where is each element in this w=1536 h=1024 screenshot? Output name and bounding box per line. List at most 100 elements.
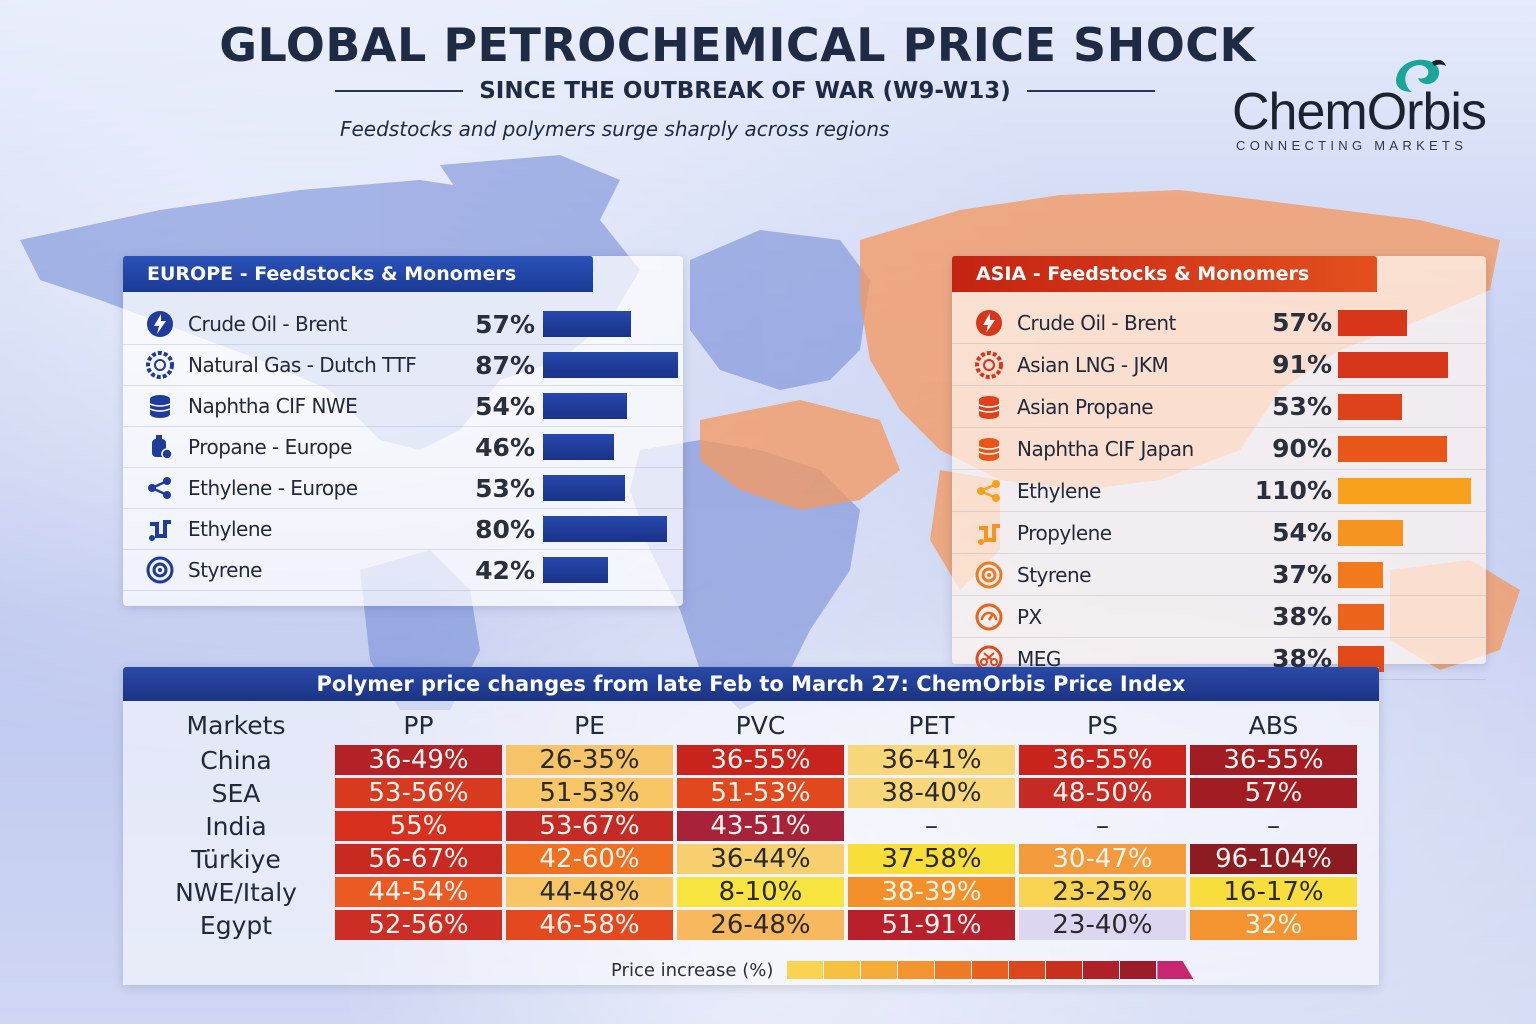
gas-ring-icon	[145, 350, 175, 380]
bar	[543, 434, 614, 460]
table-cell: 53-67%	[506, 811, 673, 841]
market-name: Türkiye	[191, 844, 281, 874]
bar-category-label: Crude Oil - Brent	[1017, 310, 1176, 335]
table-row: China 36-49% 26-35% 36-55% 36-41% 36-55% 36-55…	[141, 745, 1357, 775]
legend-swatch	[861, 961, 898, 979]
bar	[543, 352, 678, 378]
column-header-pp: PP	[403, 710, 434, 740]
pipes-icon	[974, 518, 1004, 548]
bar-row: Ethylene 110%	[952, 470, 1486, 512]
column-header-pe: PE	[574, 710, 605, 740]
logo-name: ChemOrbis	[1232, 83, 1487, 141]
market-name: China	[200, 745, 272, 775]
europe-panel: EUROPE - Feedstocks & Monomers Crude Oil…	[123, 256, 683, 606]
legend-swatch	[1157, 961, 1194, 979]
bar-value-label: 37%	[1272, 560, 1332, 589]
table-cell: –	[925, 811, 938, 841]
bar-value-label: 54%	[1272, 518, 1332, 547]
polymer-table-panel: Polymer price changes from late Feb to M…	[123, 667, 1379, 985]
bar-row: Styrene 42%	[123, 550, 683, 591]
bar-category-label: Naphtha CIF Japan	[1017, 436, 1194, 461]
table-cell: 36-41%	[848, 745, 1015, 775]
bar-row: Crude Oil - Brent 57%	[952, 302, 1486, 344]
bar-value-label: 57%	[475, 309, 535, 339]
table-cell: 23-40%	[1019, 910, 1186, 940]
logo-swoosh-icon	[1396, 59, 1446, 92]
polymer-table-title: Polymer price changes from late Feb to M…	[123, 667, 1379, 701]
page-tagline: Feedstocks and polymers surge sharply ac…	[340, 117, 890, 141]
target-icon	[974, 560, 1004, 590]
table-row: Türkiye 56-67% 42-60% 36-44% 37-58% 30-47% 96-…	[141, 844, 1357, 874]
subtitle-rule-right	[1026, 90, 1156, 92]
bar-category-label: Styrene	[1017, 562, 1091, 587]
europe-panel-title: EUROPE - Feedstocks & Monomers	[123, 256, 593, 292]
bar	[1338, 435, 1447, 462]
bar	[1338, 603, 1384, 630]
bar-category-label: Ethylene	[188, 517, 272, 541]
column-header-ps: PS	[1087, 710, 1118, 740]
bar-value-label: 42%	[475, 555, 535, 585]
table-cell: 23-25%	[1019, 877, 1186, 907]
table-cell: 44-54%	[335, 877, 502, 907]
bar	[543, 475, 625, 501]
lightning-icon	[974, 308, 1004, 338]
legend-swatch	[1083, 961, 1120, 979]
table-cell: 43-51%	[677, 811, 844, 841]
bar-category-label: MEG	[1017, 646, 1061, 671]
middle-east-shape	[700, 400, 900, 510]
table-header-row: Markets PP PE PVC PET PS ABS	[141, 708, 1357, 742]
bar	[543, 393, 627, 419]
table-cell: 36-44%	[677, 844, 844, 874]
bar	[1338, 351, 1448, 378]
bar-value-label: 53%	[475, 473, 535, 503]
bar-row: Naphtha CIF Japan 90%	[952, 428, 1486, 470]
legend-swatch	[1120, 961, 1157, 979]
bar-row: Crude Oil - Brent 57%	[123, 304, 683, 345]
bar-value-label: 57%	[1272, 308, 1332, 337]
legend-swatch	[898, 961, 935, 979]
table-cell: 46-58%	[506, 910, 673, 940]
bar	[1338, 309, 1407, 336]
table-cell: 38-39%	[848, 877, 1015, 907]
page-title: GLOBAL PETROCHEMICAL PRICE SHOCK	[219, 18, 1256, 72]
bar-category-label: PX	[1017, 604, 1042, 629]
column-header-pet: PET	[908, 710, 955, 740]
bar-row: Propane - Europe 46%	[123, 427, 683, 468]
table-cell: 26-48%	[677, 910, 844, 940]
gas-ring-icon	[974, 350, 1004, 380]
bar-row: Natural Gas - Dutch TTF 87%	[123, 345, 683, 386]
bar	[543, 557, 608, 583]
table-cell: –	[1096, 811, 1109, 841]
bar	[543, 516, 667, 542]
pipes-icon	[145, 514, 175, 544]
column-header-abs: ABS	[1248, 710, 1299, 740]
bar-category-label: Asian LNG - JKM	[1017, 352, 1169, 377]
bar-category-label: Ethylene	[1017, 478, 1101, 503]
propane-tank-icon	[145, 432, 175, 462]
table-cell: 36-55%	[677, 745, 844, 775]
asia-panel: ASIA - Feedstocks & Monomers Crude Oil -…	[952, 256, 1486, 680]
bar-value-label: 53%	[1272, 392, 1332, 421]
bar-category-label: Propane - Europe	[188, 435, 352, 459]
gauge-icon	[974, 602, 1004, 632]
europe-bar-list: Crude Oil - Brent 57% Natural Gas - Dutch …	[123, 304, 683, 591]
asia-bar-list: Crude Oil - Brent 57% Asian LNG - JKM 91% As…	[952, 302, 1486, 680]
table-cell: 37-58%	[848, 844, 1015, 874]
bar-value-label: 80%	[475, 514, 535, 544]
bar-row: Naphtha CIF NWE 54%	[123, 386, 683, 427]
table-cell: 36-55%	[1190, 745, 1357, 775]
bar-value-label: 110%	[1254, 476, 1332, 505]
table-row: Egypt 52-56% 46-58% 26-48% 51-91% 23-40% 32%	[141, 910, 1357, 940]
asia-panel-title: ASIA - Feedstocks & Monomers	[952, 256, 1377, 292]
table-cell: 42-60%	[506, 844, 673, 874]
bar-category-label: Propylene	[1017, 520, 1112, 545]
barrels-icon	[974, 392, 1004, 422]
table-cell: 51-53%	[506, 778, 673, 808]
table-cell: 36-49%	[335, 745, 502, 775]
bar-category-label: Styrene	[188, 558, 262, 582]
table-cell: 51-91%	[848, 910, 1015, 940]
color-legend: Price increase (%)	[611, 959, 1251, 981]
table-cell: 52-56%	[335, 910, 502, 940]
market-name: India	[205, 811, 267, 841]
column-header-markets: Markets	[186, 710, 286, 740]
